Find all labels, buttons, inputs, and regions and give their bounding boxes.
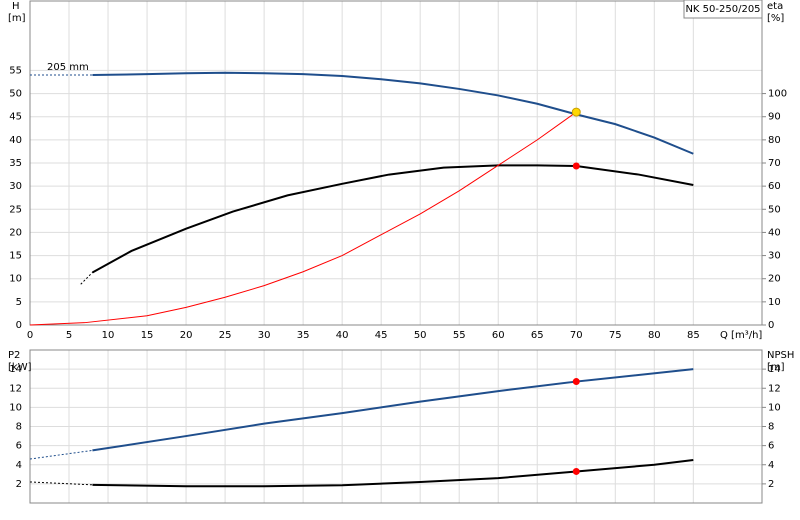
y-tick-label: 0 xyxy=(16,320,22,331)
model-box xyxy=(683,0,763,19)
y2-tick-label: 0 xyxy=(768,320,774,331)
y-tick-label: 55 xyxy=(9,65,22,76)
x-tick-label: 0 xyxy=(27,330,33,341)
y2-label: NPSH xyxy=(767,350,794,361)
x-tick-label: 60 xyxy=(492,330,505,341)
y-tick-label: 35 xyxy=(9,158,22,169)
curve xyxy=(91,164,694,274)
model-label: NK 50-250/205 xyxy=(685,4,760,15)
y-label: H xyxy=(12,1,20,12)
y2-tick-label: 80 xyxy=(768,135,781,146)
y2-tick-label: 100 xyxy=(768,89,787,100)
x-tick-label: 55 xyxy=(453,330,466,341)
x-tick-label: 75 xyxy=(609,330,622,341)
y-label: P2 xyxy=(8,350,20,361)
y-tick-label: 5 xyxy=(16,297,22,308)
y2-tick-label: 12 xyxy=(768,383,781,394)
y-tick-label: 4 xyxy=(16,460,22,471)
operating-point xyxy=(572,467,580,475)
y-tick-label: 10 xyxy=(9,402,22,413)
y2-tick-label: 70 xyxy=(768,158,781,169)
y2-unit: [m] xyxy=(767,362,785,373)
y2-tick-label: 50 xyxy=(768,204,781,215)
curve xyxy=(92,368,694,452)
annotation: 205 mm xyxy=(47,62,89,73)
y-tick-label: 14 xyxy=(9,364,22,375)
x-tick-label: 5 xyxy=(66,330,72,341)
y-tick-label: 12 xyxy=(9,383,22,394)
y2-tick-label: 40 xyxy=(768,227,781,238)
x-tick-label: 70 xyxy=(570,330,583,341)
y-unit: [m] xyxy=(8,13,26,24)
curve xyxy=(80,272,93,285)
y2-tick-label: 6 xyxy=(768,441,774,452)
y-tick-label: 45 xyxy=(9,112,22,123)
curve xyxy=(29,481,93,486)
y2-tick-label: 10 xyxy=(768,297,781,308)
x-tick-label: 30 xyxy=(258,330,271,341)
y2-tick-label: 60 xyxy=(768,181,781,192)
curve xyxy=(92,71,694,155)
x-tick-label: 35 xyxy=(297,330,310,341)
y2-label: eta xyxy=(767,1,783,12)
curve xyxy=(29,449,93,460)
x-label: Q [m³/h] xyxy=(720,330,762,341)
x-tick-label: 40 xyxy=(336,330,349,341)
y2-tick-label: 20 xyxy=(768,274,781,285)
y-tick-label: 15 xyxy=(9,251,22,262)
y2-unit: [%] xyxy=(767,13,784,24)
operating-point xyxy=(572,378,580,386)
y2-tick-label: 10 xyxy=(768,402,781,413)
y-tick-label: 8 xyxy=(16,422,22,433)
x-tick-label: 20 xyxy=(180,330,193,341)
x-tick-label: 10 xyxy=(102,330,115,341)
x-tick-label: 25 xyxy=(219,330,232,341)
operating-point xyxy=(572,162,580,170)
y-tick-label: 30 xyxy=(9,181,22,192)
y2-tick-label: 4 xyxy=(768,460,774,471)
x-tick-label: 50 xyxy=(414,330,427,341)
y-tick-label: 50 xyxy=(9,89,22,100)
x-tick-label: 85 xyxy=(687,330,700,341)
y-tick-label: 10 xyxy=(9,274,22,285)
curve xyxy=(92,458,694,488)
y2-tick-label: 30 xyxy=(768,251,781,262)
x-tick-label: 15 xyxy=(141,330,154,341)
y2-tick-label: 90 xyxy=(768,112,781,123)
y2-tick-label: 2 xyxy=(768,479,774,490)
x-tick-label: 45 xyxy=(375,330,388,341)
y2-tick-label: 14 xyxy=(768,364,781,375)
y-unit: [kW] xyxy=(8,362,32,373)
plot-frame xyxy=(29,0,763,326)
plot-frame xyxy=(29,349,763,504)
curve xyxy=(29,111,577,326)
y-tick-label: 2 xyxy=(16,479,22,490)
y-tick-label: 25 xyxy=(9,204,22,215)
y-tick-label: 40 xyxy=(9,135,22,146)
y2-tick-label: 8 xyxy=(768,422,774,433)
x-tick-label: 80 xyxy=(648,330,661,341)
y-tick-label: 20 xyxy=(9,227,22,238)
operating-point xyxy=(571,107,581,117)
x-tick-label: 65 xyxy=(531,330,544,341)
y-tick-label: 6 xyxy=(16,441,22,452)
